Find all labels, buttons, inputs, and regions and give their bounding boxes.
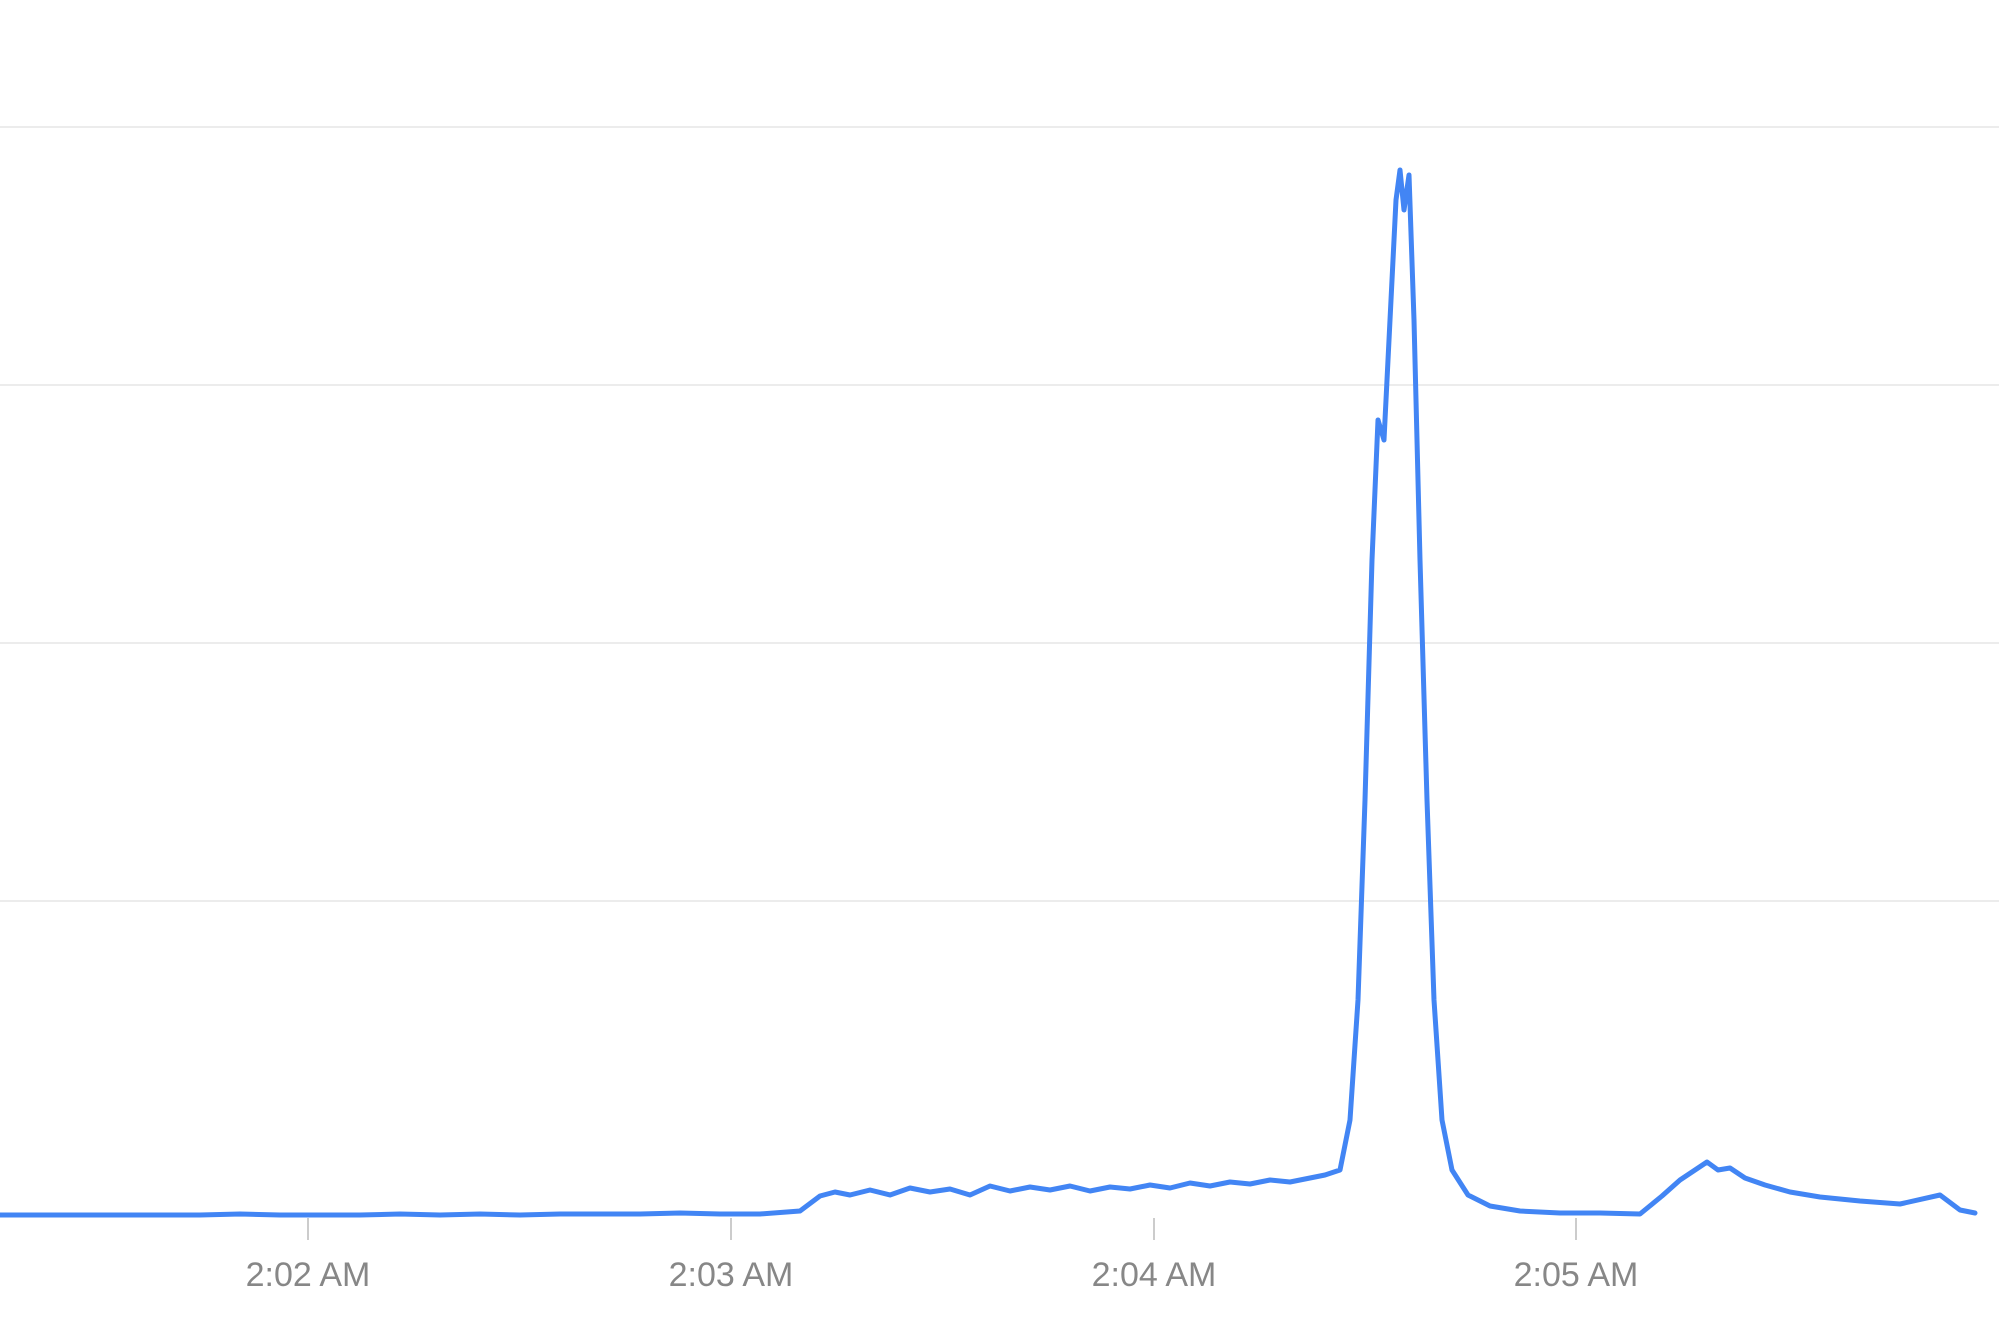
chart-svg: 2:02 AM 2:03 AM 2:04 AM 2:05 AM [0,0,1999,1319]
timeseries-chart: 2:02 AM 2:03 AM 2:04 AM 2:05 AM [0,0,1999,1319]
chart-background [0,0,1999,1319]
x-tick-label: 2:03 AM [669,1256,794,1294]
x-tick-label: 2:02 AM [246,1256,371,1294]
x-tick-label: 2:05 AM [1514,1256,1639,1294]
x-tick-label: 2:04 AM [1092,1256,1217,1294]
